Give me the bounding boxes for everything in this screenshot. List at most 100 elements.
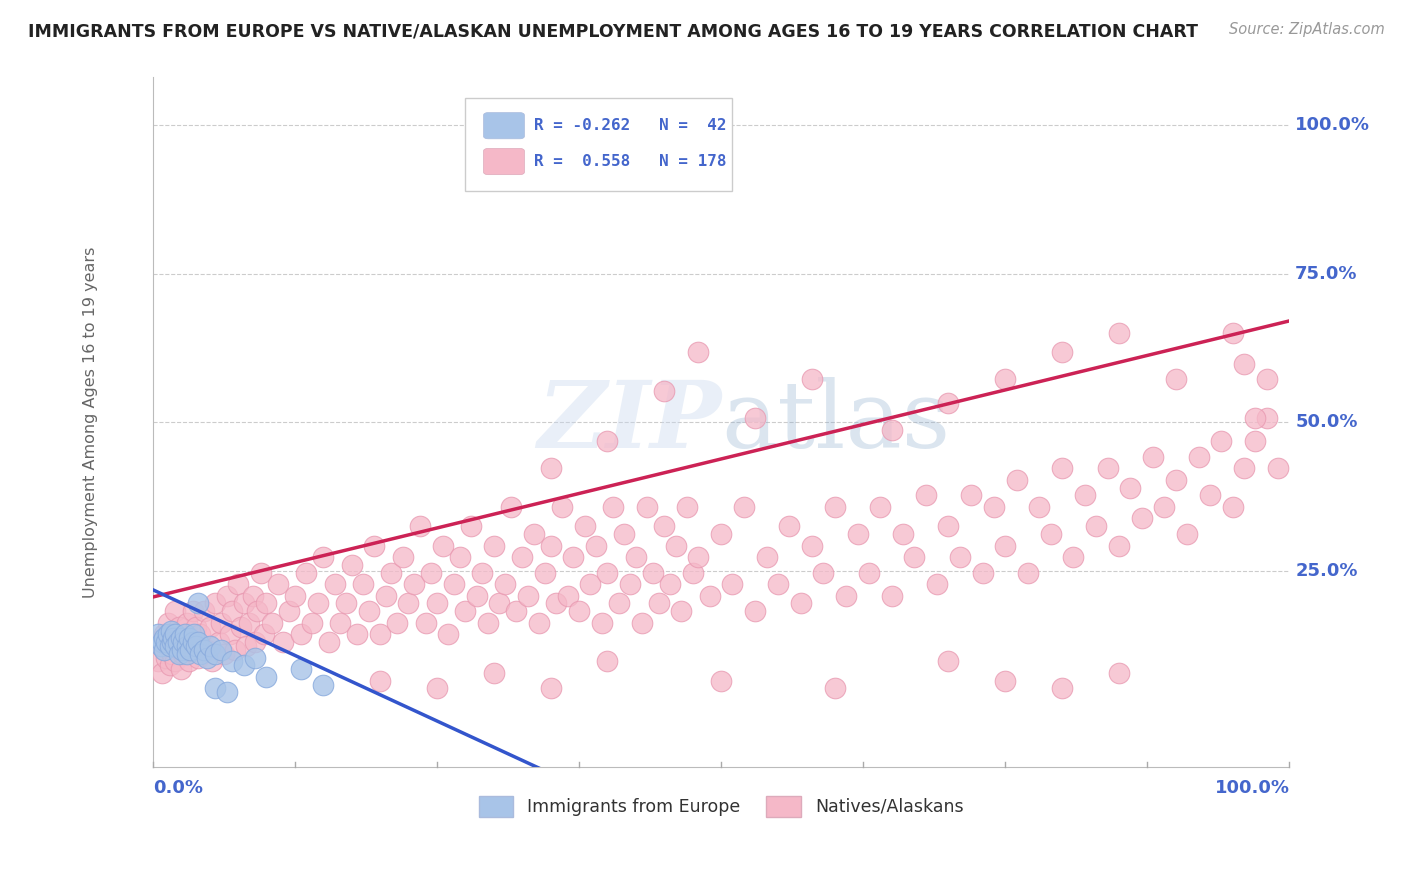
- Point: [172, 606, 194, 620]
- Point: [181, 546, 204, 560]
- Point: [1119, 356, 1142, 370]
- Point: [198, 599, 221, 614]
- Point: [335, 534, 357, 549]
- Point: [585, 445, 607, 459]
- Text: 100.0%: 100.0%: [1215, 779, 1289, 797]
- Point: [290, 582, 312, 596]
- Point: [880, 267, 903, 281]
- Point: [1039, 427, 1062, 442]
- Point: [801, 189, 824, 203]
- Point: [652, 207, 675, 221]
- Point: [778, 415, 800, 429]
- Point: [352, 504, 374, 518]
- Point: [619, 504, 641, 518]
- Point: [177, 624, 200, 638]
- Point: [994, 445, 1017, 459]
- Point: [193, 606, 215, 620]
- Point: [766, 504, 789, 518]
- Point: [972, 486, 994, 500]
- Point: [1142, 308, 1164, 322]
- Point: [658, 504, 681, 518]
- Point: [318, 593, 340, 607]
- Point: [494, 504, 516, 518]
- Text: 0.0%: 0.0%: [153, 779, 202, 797]
- Point: [925, 504, 948, 518]
- Point: [858, 486, 880, 500]
- Point: [160, 593, 183, 607]
- Point: [540, 326, 562, 340]
- Point: [173, 582, 195, 596]
- Point: [224, 606, 246, 620]
- Point: [710, 653, 733, 667]
- Point: [755, 463, 778, 477]
- Point: [1256, 249, 1278, 263]
- Point: [551, 385, 574, 400]
- Point: [914, 368, 936, 382]
- Point: [173, 582, 195, 596]
- Point: [1222, 385, 1244, 400]
- Point: [226, 504, 249, 518]
- Point: [254, 534, 277, 549]
- Point: [179, 606, 201, 620]
- Text: 50.0%: 50.0%: [1295, 413, 1358, 431]
- Point: [1017, 486, 1039, 500]
- Point: [562, 463, 585, 477]
- Point: [368, 653, 391, 667]
- Point: [153, 606, 176, 620]
- Point: [149, 599, 172, 614]
- Point: [426, 665, 449, 679]
- Point: [149, 593, 172, 607]
- Point: [150, 593, 173, 607]
- Point: [477, 564, 499, 578]
- Point: [267, 504, 290, 518]
- Point: [1028, 385, 1050, 400]
- Point: [460, 415, 482, 429]
- Point: [278, 546, 301, 560]
- Point: [994, 653, 1017, 667]
- Point: [903, 463, 925, 477]
- Point: [190, 582, 212, 596]
- Point: [165, 546, 187, 560]
- Point: [1130, 403, 1153, 417]
- Point: [172, 593, 194, 607]
- Point: [160, 575, 183, 590]
- Point: [159, 629, 181, 643]
- Point: [591, 564, 613, 578]
- Point: [254, 647, 277, 661]
- Point: [391, 463, 413, 477]
- Point: [665, 445, 688, 459]
- Point: [209, 606, 232, 620]
- Point: [170, 588, 193, 602]
- Point: [346, 582, 368, 596]
- Point: [699, 522, 721, 536]
- Point: [671, 546, 693, 560]
- Point: [688, 463, 710, 477]
- Point: [181, 593, 204, 607]
- Point: [262, 564, 284, 578]
- Point: [1153, 385, 1175, 400]
- Point: [166, 599, 188, 614]
- Point: [385, 564, 408, 578]
- Point: [1211, 285, 1233, 299]
- Point: [602, 385, 624, 400]
- Point: [153, 588, 176, 602]
- Point: [1164, 189, 1187, 203]
- Point: [835, 522, 858, 536]
- Point: [170, 635, 193, 649]
- Point: [1244, 249, 1267, 263]
- Point: [1108, 118, 1130, 132]
- Text: R = -0.262   N =  42: R = -0.262 N = 42: [533, 119, 725, 133]
- FancyBboxPatch shape: [484, 112, 524, 139]
- Point: [167, 611, 190, 625]
- Point: [357, 546, 380, 560]
- Point: [482, 640, 505, 655]
- Point: [454, 546, 477, 560]
- Point: [187, 593, 209, 607]
- Point: [232, 534, 254, 549]
- Point: [1050, 147, 1073, 161]
- Legend: Immigrants from Europe, Natives/Alaskans: Immigrants from Europe, Natives/Alaskans: [471, 789, 970, 823]
- Point: [323, 504, 346, 518]
- Point: [596, 624, 619, 638]
- Point: [846, 427, 869, 442]
- Point: [165, 582, 187, 596]
